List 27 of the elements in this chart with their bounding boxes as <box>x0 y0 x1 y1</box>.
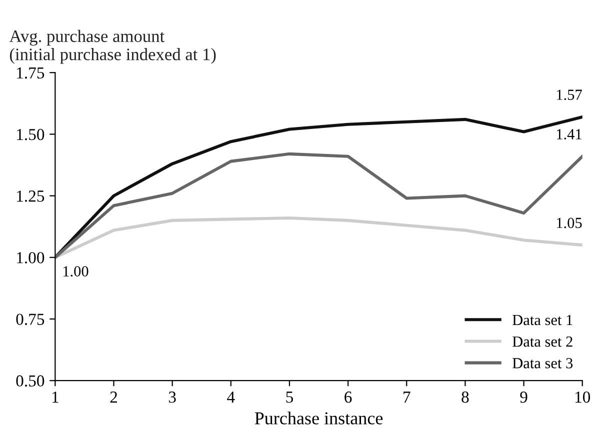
legend-label: Data set 1 <box>512 314 572 326</box>
y-tick-label: 1.50 <box>17 128 44 140</box>
data-label: 1.00 <box>63 266 88 277</box>
y-axis-title: Avg. purchase amount (initial purchase indexed at 1) <box>9 30 216 64</box>
y-tick-label: 0.75 <box>16 314 44 326</box>
x-tick-label: 7 <box>404 392 410 403</box>
y-tick-label: 1.25 <box>17 190 44 202</box>
y-tick-label: 1.00 <box>17 252 44 264</box>
x-tick-label: 1 <box>52 392 58 403</box>
legend-label: Data set 3 <box>512 358 573 368</box>
legend-label: Data set 2 <box>512 336 572 347</box>
x-tick-label: 10 <box>575 392 590 403</box>
data-label: 1.41 <box>556 129 582 140</box>
x-tick-label: 6 <box>344 392 352 403</box>
y-tick-label: 1.75 <box>17 67 44 79</box>
y-tick-label: 0.50 <box>16 375 44 387</box>
line-series <box>55 152 582 259</box>
x-tick-label: 8 <box>462 392 469 403</box>
line-series <box>55 216 582 259</box>
x-tick-label: 2 <box>110 392 117 403</box>
x-tick-label: 4 <box>227 392 235 403</box>
x-tick-label: 9 <box>520 392 528 403</box>
x-tick-label: 5 <box>286 392 293 403</box>
x-axis-title: Purchase instance <box>254 412 383 424</box>
x-tick-label: 3 <box>168 392 176 403</box>
data-label: 1.57 <box>556 90 582 100</box>
data-label: 1.05 <box>556 218 582 228</box>
